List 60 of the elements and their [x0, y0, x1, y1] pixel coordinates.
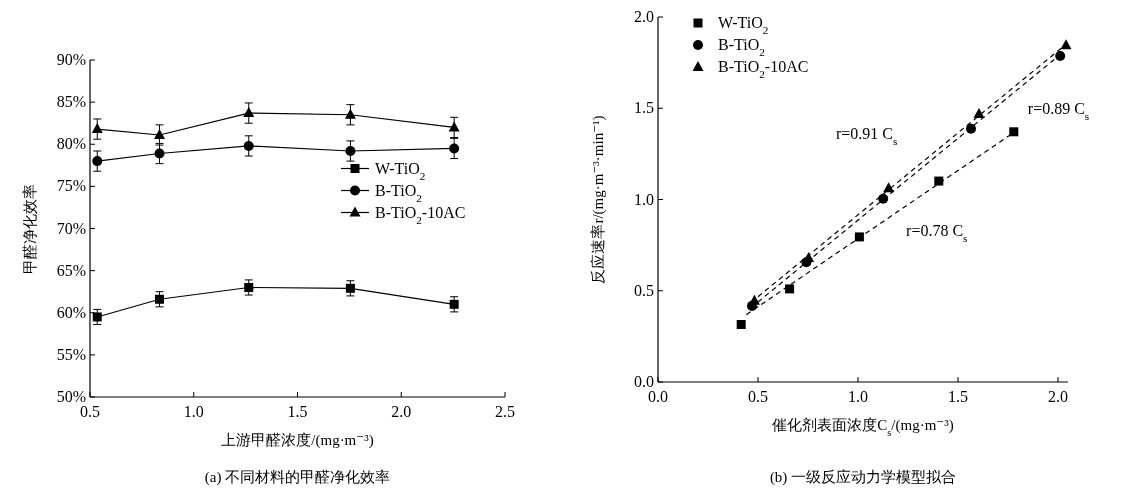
- legend-label: B-TiO$_{2}$-10AC: [375, 203, 466, 226]
- x-tick-label: 1.0: [848, 388, 868, 405]
- y-axis-title: 反应速率r/(mg·m⁻³·min⁻¹): [590, 115, 607, 284]
- y-tick-label: 80%: [56, 135, 86, 153]
- annotation: r=0.89 C$_{s}$: [1027, 99, 1090, 122]
- point: [934, 176, 944, 186]
- y-tick-label: 70%: [56, 219, 86, 237]
- point: [345, 283, 355, 293]
- point: [785, 284, 795, 294]
- y-tick-label: 1.5: [634, 99, 654, 117]
- y-tick-label: 0.5: [634, 281, 654, 299]
- x-tick-label: 2.0: [1048, 388, 1068, 405]
- y-tick-label: 55%: [56, 345, 86, 363]
- point: [449, 143, 460, 154]
- annotation: r=0.91 C$_{s}$: [835, 125, 898, 148]
- point: [92, 312, 102, 322]
- legend-label: B-TiO$_{2}$: [718, 36, 765, 58]
- point: [1060, 39, 1072, 50]
- y-tick-label: 50%: [56, 388, 86, 405]
- x-tick-label: 2.0: [391, 403, 412, 420]
- point: [449, 299, 459, 309]
- x-tick-label: 1.5: [948, 388, 968, 405]
- x-axis-title: 催化剂表面浓度C$_{s}$/(mg·m⁻³): [772, 417, 954, 438]
- y-tick-label: 65%: [56, 261, 86, 279]
- text: (a) 不同材料的甲醛净化效率: [204, 469, 391, 486]
- point: [243, 107, 255, 118]
- annotation: r=0.78 C$_{s}$: [906, 222, 968, 244]
- x-tick-label: 2.5: [495, 403, 515, 420]
- y-axis-title: 甲醛净化效率: [22, 183, 38, 274]
- point: [736, 320, 746, 330]
- y-tick-label: 60%: [56, 303, 86, 321]
- x-tick-label: 1.5: [287, 403, 308, 420]
- y-tick-label: 2.0: [634, 8, 654, 25]
- y-tick-label: 85%: [56, 93, 86, 111]
- legend-label: W-TiO$_{2}$: [718, 14, 769, 36]
- legend-label: W-TiO$_{2}$: [375, 159, 426, 182]
- x-tick-label: 1.0: [183, 403, 204, 420]
- point: [854, 232, 864, 242]
- x-tick-label: 0.5: [80, 403, 100, 420]
- point: [345, 145, 356, 156]
- y-tick-label: 75%: [56, 177, 86, 195]
- point: [91, 123, 103, 134]
- y-tick-label: 1.0: [634, 190, 654, 208]
- point: [244, 282, 254, 292]
- point: [344, 108, 356, 119]
- point: [448, 121, 460, 132]
- point: [1055, 51, 1066, 62]
- y-tick-label: 0.0: [634, 373, 654, 390]
- point: [243, 140, 254, 151]
- x-axis-title: 上游甲醛浓度/(mg·m⁻³): [221, 432, 374, 449]
- point: [92, 156, 103, 167]
- legend-label: B-TiO$_{2}$-10AC: [718, 58, 809, 80]
- x-tick-label: 0.0: [648, 388, 668, 405]
- legend-label: B-TiO$_{2}$: [375, 181, 422, 204]
- point: [155, 294, 165, 304]
- point: [1009, 127, 1019, 137]
- x-tick-label: 0.5: [748, 388, 768, 405]
- y-tick-label: 90%: [56, 51, 86, 68]
- point: [154, 148, 165, 159]
- text: (b) 一级反应动力学模型拟合: [769, 469, 957, 486]
